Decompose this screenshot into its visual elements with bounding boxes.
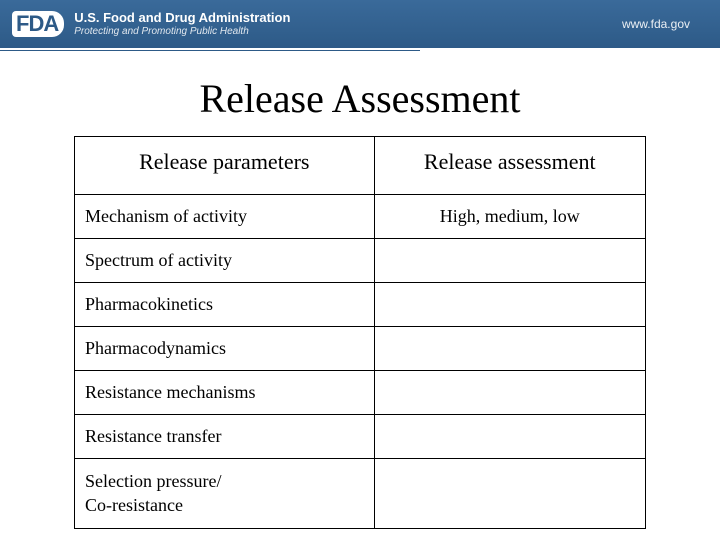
table-row: Resistance mechanisms <box>75 371 646 415</box>
assessment-cell <box>374 327 645 371</box>
assessment-cell <box>374 239 645 283</box>
table-row: Spectrum of activity <box>75 239 646 283</box>
assessment-cell <box>374 415 645 459</box>
slide-title: Release Assessment <box>30 75 690 122</box>
table-header-row: Release parameters Release assessment <box>75 137 646 195</box>
param-cell: Selection pressure/Co-resistance <box>75 459 375 529</box>
assessment-cell <box>374 371 645 415</box>
header-bar: FDA U.S. Food and Drug Administration Pr… <box>0 0 720 48</box>
param-cell: Spectrum of activity <box>75 239 375 283</box>
table-row: Selection pressure/Co-resistance <box>75 459 646 529</box>
column-header-assessment: Release assessment <box>374 137 645 195</box>
fda-logo-mark: FDA <box>12 11 64 37</box>
param-cell: Pharmacokinetics <box>75 283 375 327</box>
param-cell: Mechanism of activity <box>75 195 375 239</box>
assessment-cell: High, medium, low <box>374 195 645 239</box>
assessment-cell <box>374 459 645 529</box>
fda-logo: FDA U.S. Food and Drug Administration Pr… <box>12 11 290 37</box>
column-header-parameters: Release parameters <box>75 137 375 195</box>
fda-logo-text: U.S. Food and Drug Administration Protec… <box>74 11 290 36</box>
param-cell: Resistance mechanisms <box>75 371 375 415</box>
fda-title: U.S. Food and Drug Administration <box>74 11 290 25</box>
table-row: Mechanism of activity High, medium, low <box>75 195 646 239</box>
fda-url: www.fda.gov <box>622 17 690 31</box>
assessment-table: Release parameters Release assessment Me… <box>74 136 646 529</box>
table-row: Pharmacodynamics <box>75 327 646 371</box>
fda-tagline: Protecting and Promoting Public Health <box>74 26 290 37</box>
table-row: Resistance transfer <box>75 415 646 459</box>
param-cell: Pharmacodynamics <box>75 327 375 371</box>
slide-content: Release Assessment Release parameters Re… <box>0 51 720 529</box>
table-row: Pharmacokinetics <box>75 283 646 327</box>
param-cell: Resistance transfer <box>75 415 375 459</box>
assessment-cell <box>374 283 645 327</box>
